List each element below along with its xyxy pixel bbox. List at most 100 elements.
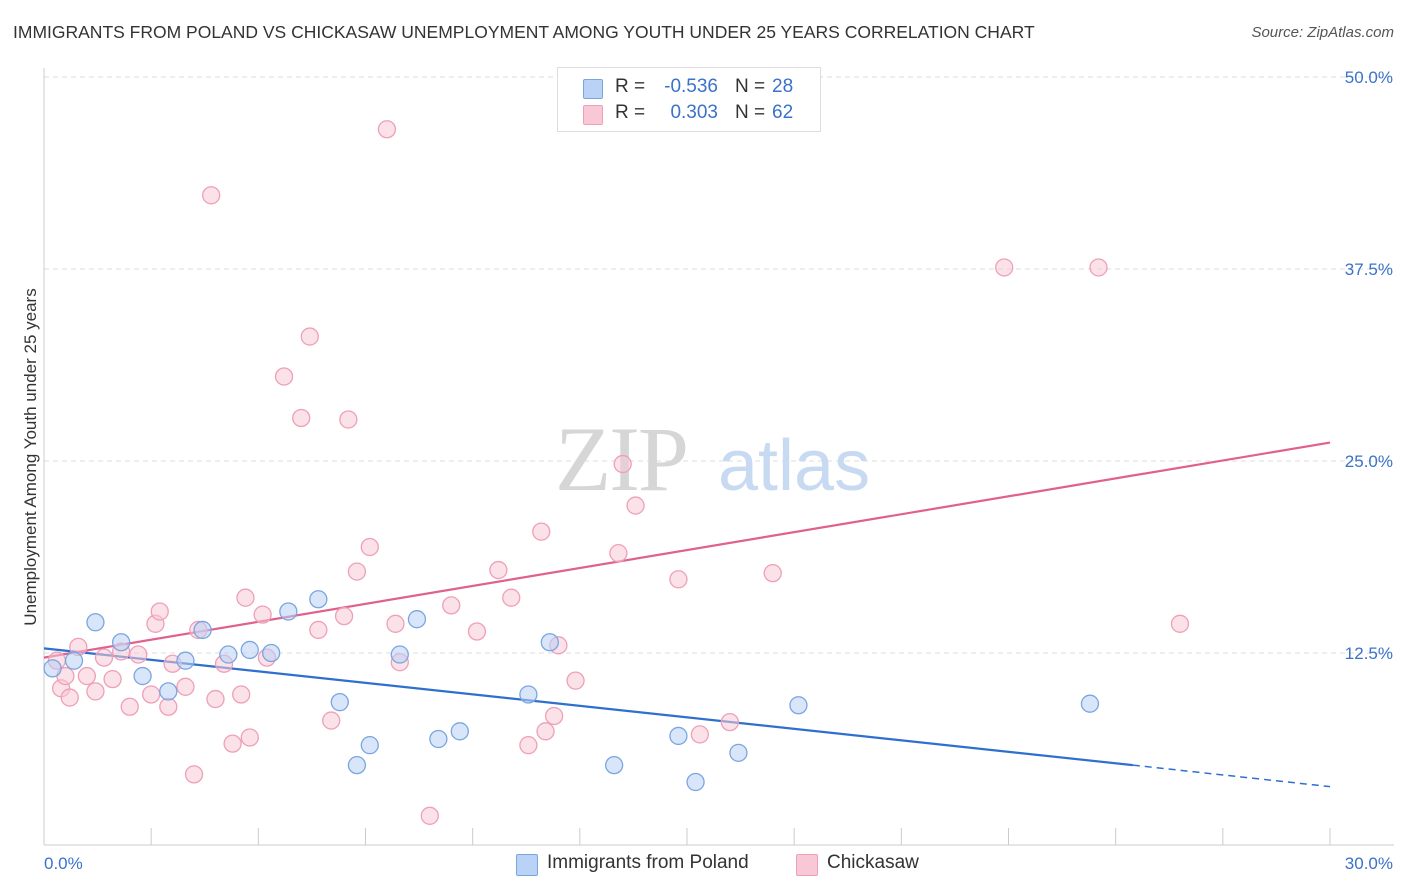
poland-point bbox=[729, 743, 748, 762]
chickasaw-point bbox=[202, 186, 221, 205]
chickasaw-point bbox=[377, 120, 397, 139]
axes bbox=[43, 68, 1394, 846]
poland-point bbox=[390, 645, 409, 664]
chickasaw-point bbox=[1170, 614, 1190, 633]
legend-r-value: 0.303 bbox=[670, 102, 718, 123]
poland-point bbox=[262, 643, 281, 663]
chickasaw-point bbox=[86, 682, 105, 701]
chickasaw-point bbox=[223, 734, 242, 753]
poland-point bbox=[193, 620, 212, 640]
chickasaw-point bbox=[536, 722, 555, 741]
series-legend-poland: Immigrants from Poland bbox=[516, 851, 776, 877]
chickasaw-point bbox=[613, 454, 632, 474]
chickasaw-point bbox=[300, 327, 319, 346]
y-tick-label: 37.5% bbox=[1345, 260, 1393, 279]
legend-n-value: 28 bbox=[772, 76, 794, 97]
chickasaw-point bbox=[690, 725, 710, 744]
poland-point bbox=[330, 693, 349, 712]
legend-row-chickasaw: R = 0.303 N = 62 bbox=[558, 102, 820, 130]
poland-point bbox=[43, 659, 62, 678]
chickasaw-point bbox=[77, 666, 97, 686]
y-tick-label: 25.0% bbox=[1345, 452, 1393, 471]
poland-point bbox=[604, 755, 624, 775]
poland-point bbox=[159, 682, 178, 701]
legend-r-label: R = bbox=[615, 102, 646, 123]
series-label-poland: Immigrants from Poland bbox=[547, 852, 749, 873]
series-legend-chickasaw: Chickasaw bbox=[796, 851, 956, 877]
zipatlas-watermark: ZIP atlas bbox=[555, 408, 870, 510]
chickasaw-point bbox=[253, 605, 272, 624]
series-label-chickasaw: Chickasaw bbox=[827, 852, 919, 873]
chickasaw-point bbox=[519, 736, 538, 755]
legend-n-label: N = bbox=[735, 76, 766, 97]
chickasaw-point bbox=[103, 669, 122, 689]
chickasaw-point bbox=[150, 602, 169, 621]
legend-n-value: 62 bbox=[772, 102, 794, 123]
legend-row-poland: R = -0.536 N = 28 bbox=[558, 76, 820, 104]
poland-point bbox=[64, 651, 84, 670]
chickasaw-point bbox=[322, 711, 341, 730]
chickasaw-point bbox=[236, 588, 255, 607]
poland-point bbox=[86, 613, 105, 632]
poland-trendline bbox=[43, 647, 1133, 767]
y-tick-label: 12.5% bbox=[1345, 644, 1393, 663]
chickasaw-point bbox=[274, 367, 294, 386]
poland-point bbox=[112, 633, 131, 652]
legend-r-label: R = bbox=[615, 76, 646, 97]
poland-point bbox=[309, 590, 328, 609]
x-ticks bbox=[150, 828, 1331, 845]
poland-point bbox=[219, 645, 238, 664]
chickasaw-point bbox=[669, 570, 688, 589]
chickasaw-point bbox=[184, 765, 204, 784]
poland-point bbox=[407, 610, 427, 629]
chickasaw-point bbox=[120, 697, 139, 716]
svg-text:atlas: atlas bbox=[718, 426, 870, 506]
y-tick-label: 50.0% bbox=[1345, 68, 1393, 87]
chickasaw-point bbox=[309, 620, 328, 640]
chickasaw-point bbox=[386, 614, 405, 633]
legend-r-value: -0.536 bbox=[664, 76, 718, 97]
poland-point bbox=[279, 602, 298, 621]
chickasaw-point bbox=[489, 560, 508, 580]
chickasaw-point bbox=[206, 689, 225, 709]
chickasaw-point bbox=[720, 712, 740, 732]
poland-point bbox=[1080, 694, 1100, 713]
chickasaw-point bbox=[232, 685, 251, 704]
correlation-legend: R = -0.536 N = 28 R = 0.303 N = 62 bbox=[557, 67, 821, 132]
chickasaw-point bbox=[1089, 258, 1108, 277]
y-tick-labels: 12.5% 25.0% 37.5% 50.0% bbox=[1345, 68, 1393, 663]
poland-point bbox=[686, 772, 705, 792]
chickasaw-point bbox=[339, 410, 358, 429]
chickasaw-point bbox=[995, 258, 1014, 277]
legend-swatch-poland bbox=[583, 79, 603, 99]
chickasaw-point bbox=[159, 697, 178, 716]
chickasaw-point bbox=[142, 685, 161, 704]
chickasaw-point bbox=[129, 645, 148, 664]
chickasaw-point bbox=[94, 648, 114, 667]
chickasaw-point bbox=[626, 496, 645, 515]
poland-point bbox=[540, 633, 559, 652]
series-swatch-poland bbox=[516, 854, 538, 876]
y-axis-label: Unemployment Among Youth under 25 years bbox=[21, 288, 40, 625]
poland-point bbox=[669, 726, 688, 746]
poland-point bbox=[176, 651, 195, 670]
x-tick-labels: 0.0% 30.0% bbox=[44, 854, 1393, 873]
poland-point bbox=[240, 640, 259, 660]
poland-point bbox=[347, 755, 367, 775]
poland-point bbox=[519, 685, 538, 704]
chickasaw-point bbox=[334, 606, 354, 626]
chickasaw-point bbox=[176, 677, 195, 696]
series-swatch-chickasaw bbox=[796, 854, 818, 876]
x-tick-label: 30.0% bbox=[1345, 854, 1393, 873]
poland-point bbox=[429, 729, 448, 749]
chart-title: IMMIGRANTS FROM POLAND VS CHICKASAW UNEM… bbox=[13, 22, 1035, 42]
chickasaw-trendline bbox=[43, 441, 1331, 659]
legend-swatch-chickasaw bbox=[583, 105, 603, 125]
legend-n-label: N = bbox=[735, 102, 766, 123]
data-points bbox=[43, 120, 1190, 825]
chickasaw-point bbox=[240, 728, 259, 747]
poland-point bbox=[360, 736, 379, 755]
chickasaw-point bbox=[532, 522, 551, 541]
chickasaw-point bbox=[347, 562, 367, 581]
